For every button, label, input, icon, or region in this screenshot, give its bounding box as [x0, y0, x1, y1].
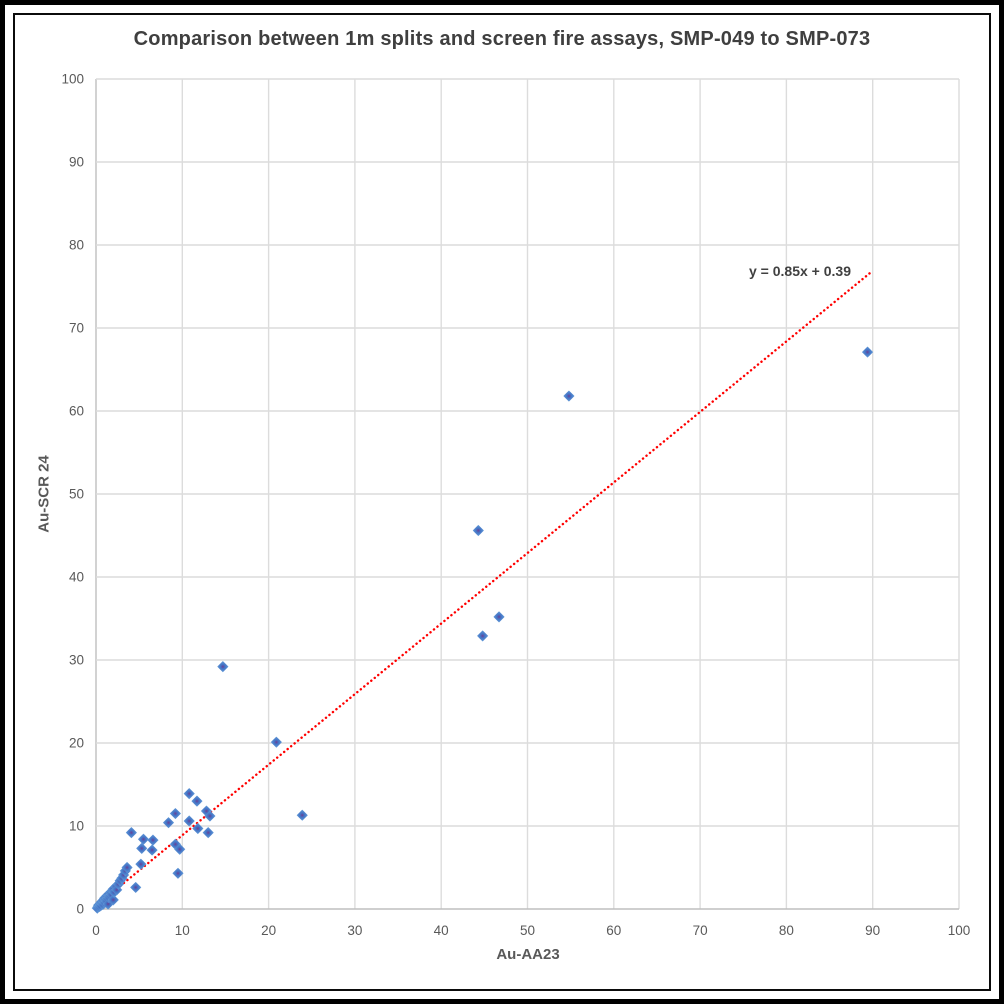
data-point: [477, 630, 489, 642]
y-tick-label: 30: [69, 653, 84, 668]
y-tick-label: 10: [69, 819, 84, 834]
y-tick-label: 90: [69, 155, 84, 170]
data-points: [91, 346, 874, 914]
x-tick-label: 20: [261, 923, 276, 938]
x-tick-label: 30: [347, 923, 362, 938]
x-tick-label: 40: [434, 923, 449, 938]
x-tick-label: 0: [92, 923, 100, 938]
data-point: [147, 834, 159, 846]
data-point: [102, 898, 114, 910]
y-tick-label: 80: [69, 238, 84, 253]
data-point: [204, 810, 216, 822]
data-point: [125, 827, 137, 839]
y-tick-label: 60: [69, 404, 84, 419]
x-tick-label: 70: [693, 923, 708, 938]
data-point: [107, 894, 119, 906]
chart-title: Comparison between 1m splits and screen …: [133, 28, 871, 50]
data-point: [172, 867, 184, 879]
data-point: [137, 833, 150, 845]
data-point: [169, 807, 181, 820]
trendline-dotted: [94, 271, 873, 907]
data-point: [296, 809, 308, 821]
data-point: [136, 842, 148, 855]
x-tick-label: 10: [175, 923, 190, 938]
x-tick-label: 100: [948, 923, 971, 938]
y-tick-label: 20: [69, 736, 84, 751]
data-point: [174, 843, 186, 855]
data-point: [217, 661, 229, 673]
data-point: [270, 736, 282, 748]
x-tick-label: 90: [865, 923, 880, 938]
data-point: [472, 524, 484, 537]
trendline-equation-label: y = 0.85x + 0.39: [749, 263, 851, 279]
data-point: [191, 795, 203, 807]
y-tick-label: 70: [69, 321, 84, 336]
y-tick-label: 100: [61, 72, 84, 87]
data-point: [493, 611, 505, 623]
data-point: [183, 788, 195, 800]
axis-tick-labels: 0 10 20 30 40 50 60 70 80 90 100 0 10 20 30 40 50 60 70 80 9…: [61, 72, 970, 939]
trendline: [94, 271, 873, 907]
y-tick-label: 50: [69, 487, 84, 502]
x-tick-label: 50: [520, 923, 535, 938]
data-point: [121, 861, 133, 874]
data-point: [192, 822, 204, 835]
data-point: [202, 827, 214, 839]
data-point: [162, 817, 175, 829]
x-tick-label: 60: [606, 923, 621, 938]
data-point: [861, 346, 874, 358]
data-point: [146, 844, 158, 856]
data-point: [130, 881, 142, 894]
x-tick-label: 80: [779, 923, 794, 938]
x-axis-title: Au-AA23: [496, 946, 560, 963]
data-point: [183, 815, 195, 827]
data-point: [135, 858, 147, 870]
y-tick-label: 0: [76, 902, 84, 917]
data-point: [563, 390, 575, 402]
y-tick-label: 40: [69, 570, 84, 585]
gridlines: [95, 78, 960, 910]
